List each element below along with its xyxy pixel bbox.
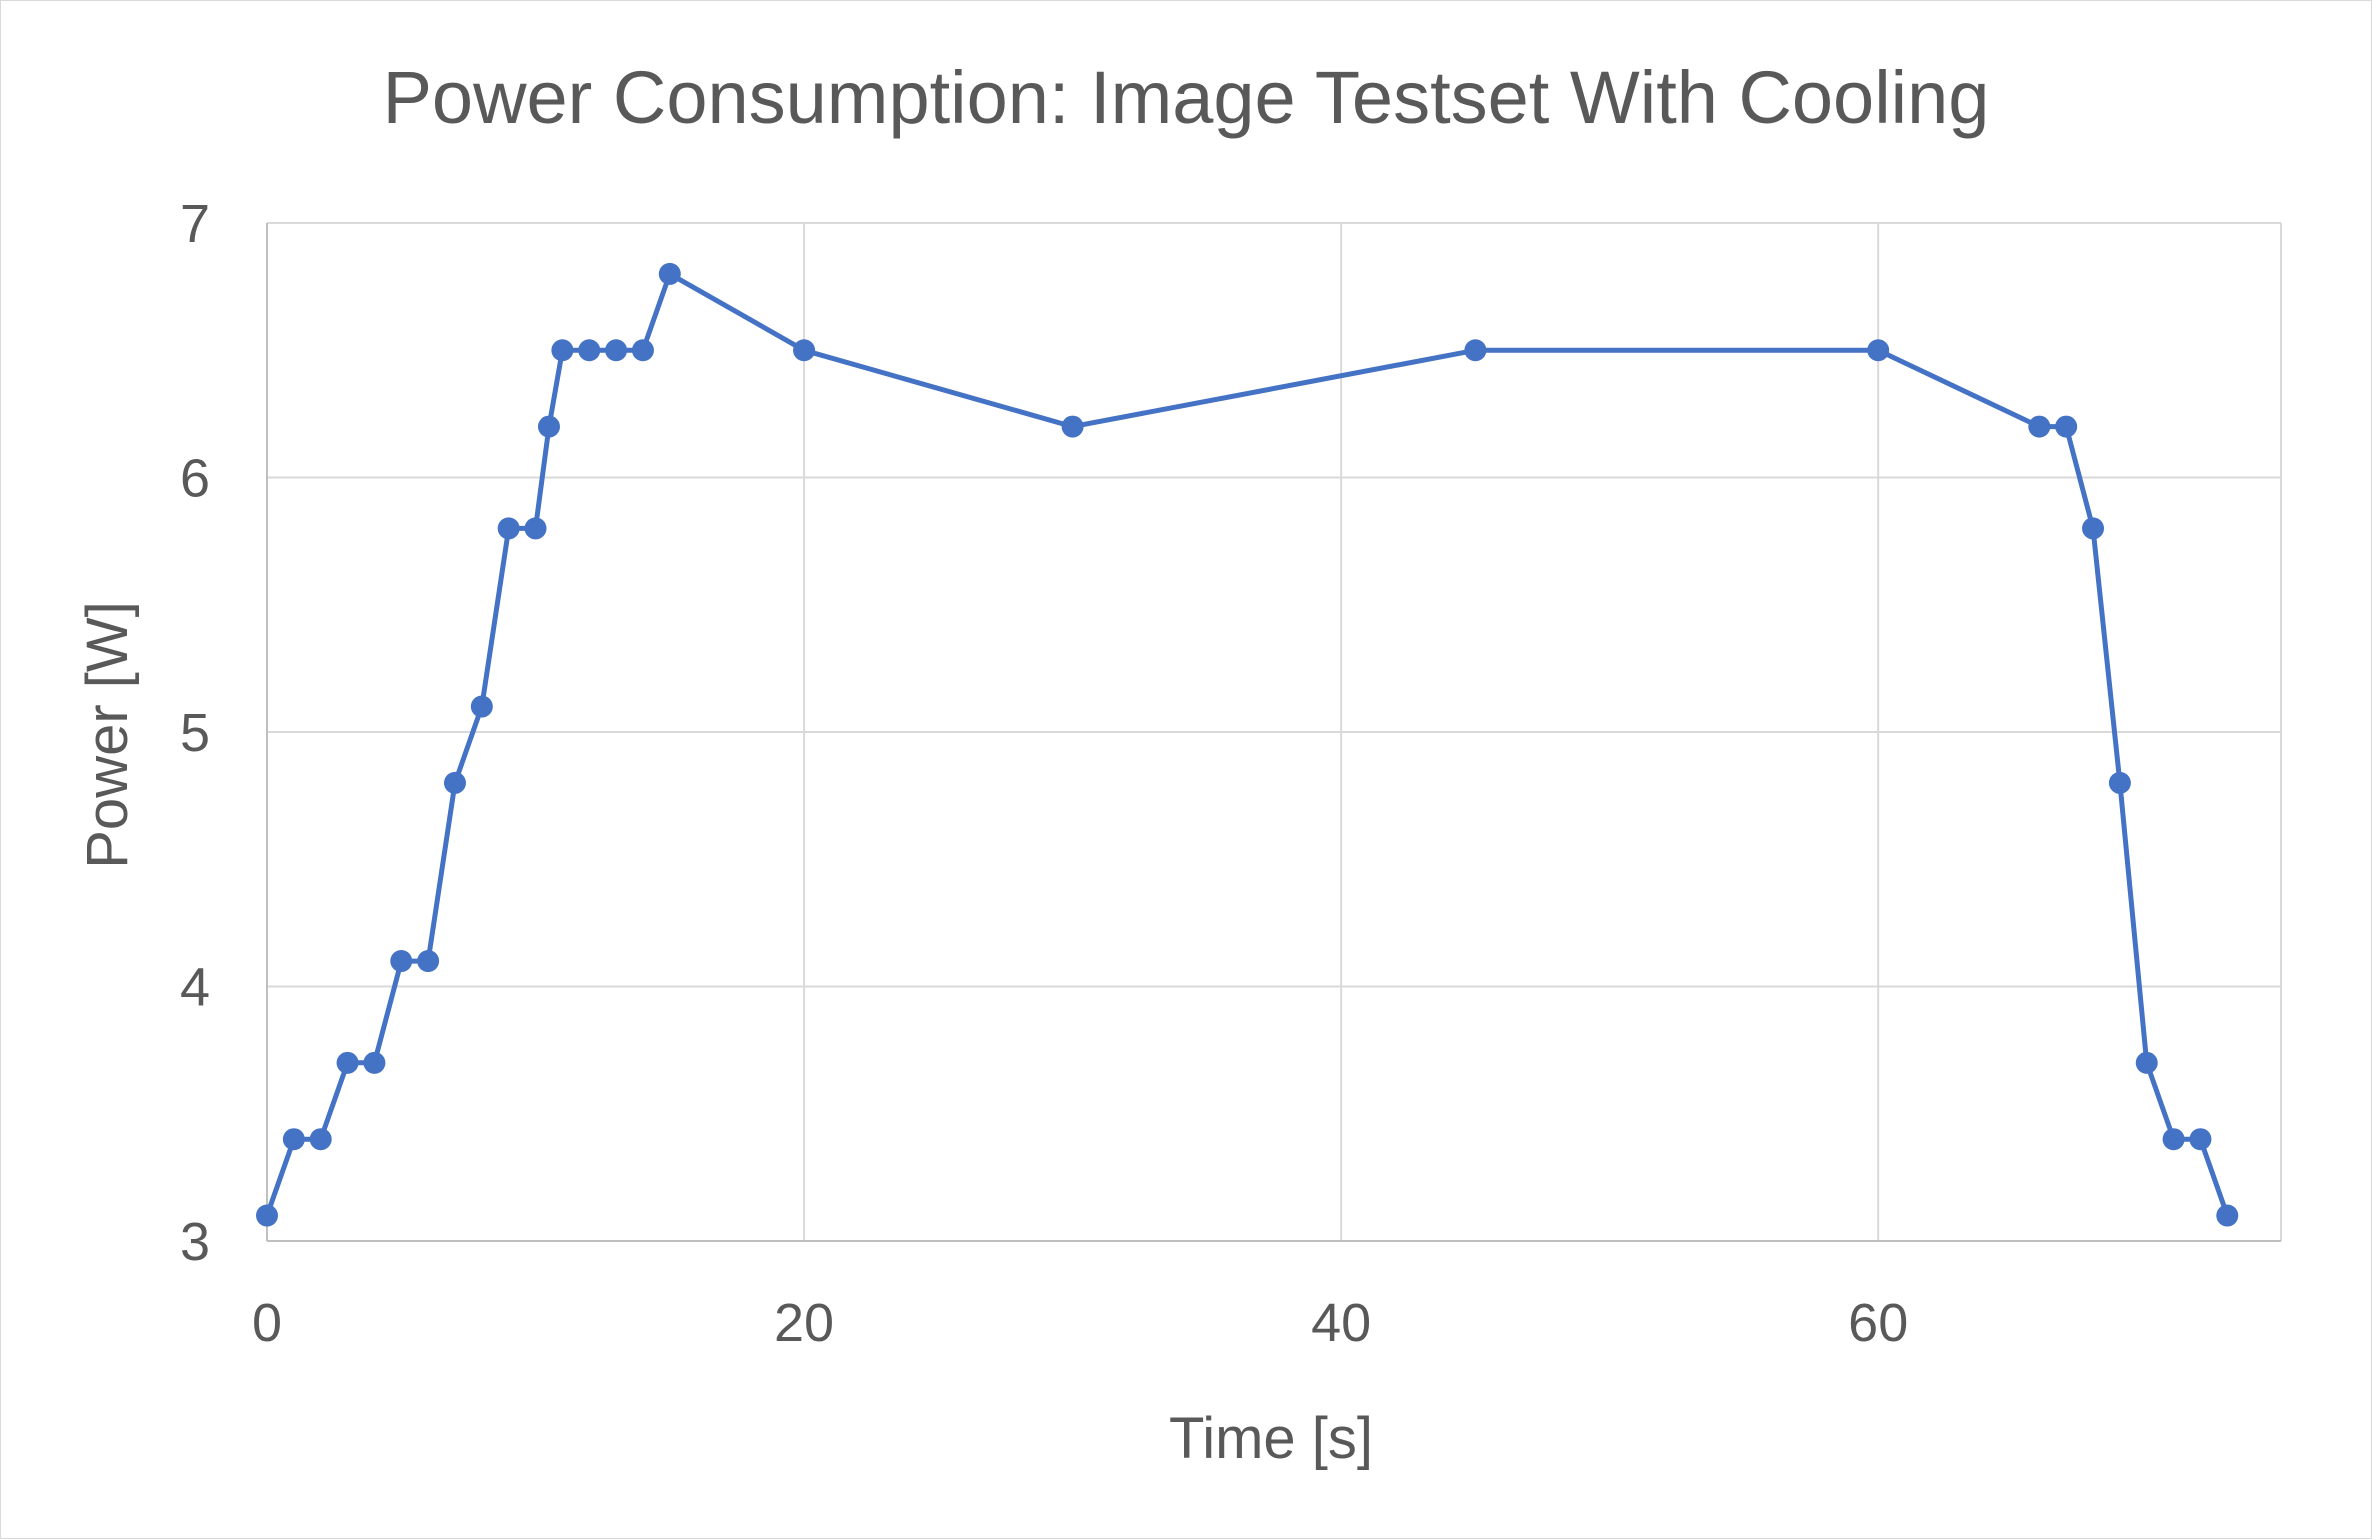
data-point-2 (309, 1128, 332, 1151)
x-tick-label-2: 40 (1311, 1293, 1371, 1353)
data-point-19 (1464, 339, 1487, 362)
data-point-22 (2055, 415, 2078, 438)
data-series (256, 262, 2239, 1227)
data-point-16 (658, 262, 681, 285)
x-tick-label-1: 20 (774, 1293, 834, 1353)
x-tick-label-0: 0 (252, 1293, 282, 1353)
axes (266, 223, 2281, 1242)
data-point-12 (551, 339, 574, 362)
data-point-4 (363, 1051, 386, 1074)
x-tick-label-3: 60 (1848, 1293, 1908, 1353)
y-tick-label-2: 5 (180, 703, 210, 763)
chart-title: Power Consumption: Image Testset With Co… (383, 56, 1990, 139)
y-tick-label-1: 4 (180, 958, 210, 1018)
data-point-0 (256, 1204, 278, 1227)
data-point-15 (631, 339, 654, 362)
data-point-28 (2216, 1204, 2239, 1227)
data-point-8 (470, 695, 493, 718)
data-point-14 (605, 339, 628, 362)
tick-labels: 3 4 5 6 7 0 20 40 60 (180, 194, 1908, 1353)
y-tick-label-3: 6 (180, 449, 210, 509)
y-axis-title: Power [W] (75, 601, 140, 869)
data-point-17 (793, 339, 816, 362)
data-point-10 (524, 517, 547, 540)
data-point-24 (2108, 771, 2131, 794)
gridlines (267, 222, 2282, 1241)
data-point-11 (537, 415, 560, 438)
series-line-0 (264, 271, 2230, 1217)
data-point-5 (390, 950, 413, 973)
x-axis-title: Time [s] (1169, 1406, 1373, 1471)
data-point-3 (336, 1051, 359, 1074)
data-point-21 (2028, 415, 2051, 438)
data-point-26 (2162, 1128, 2185, 1151)
data-point-1 (282, 1128, 305, 1151)
data-point-23 (2082, 517, 2105, 540)
data-point-7 (443, 771, 466, 794)
data-point-6 (417, 950, 440, 973)
data-point-18 (1061, 415, 1084, 438)
data-point-20 (1867, 339, 1890, 362)
y-tick-label-4: 7 (180, 194, 210, 254)
data-point-25 (2135, 1051, 2158, 1074)
y-tick-label-0: 3 (180, 1212, 210, 1272)
data-point-9 (497, 517, 520, 540)
data-point-27 (2189, 1128, 2212, 1151)
data-point-13 (578, 339, 601, 362)
